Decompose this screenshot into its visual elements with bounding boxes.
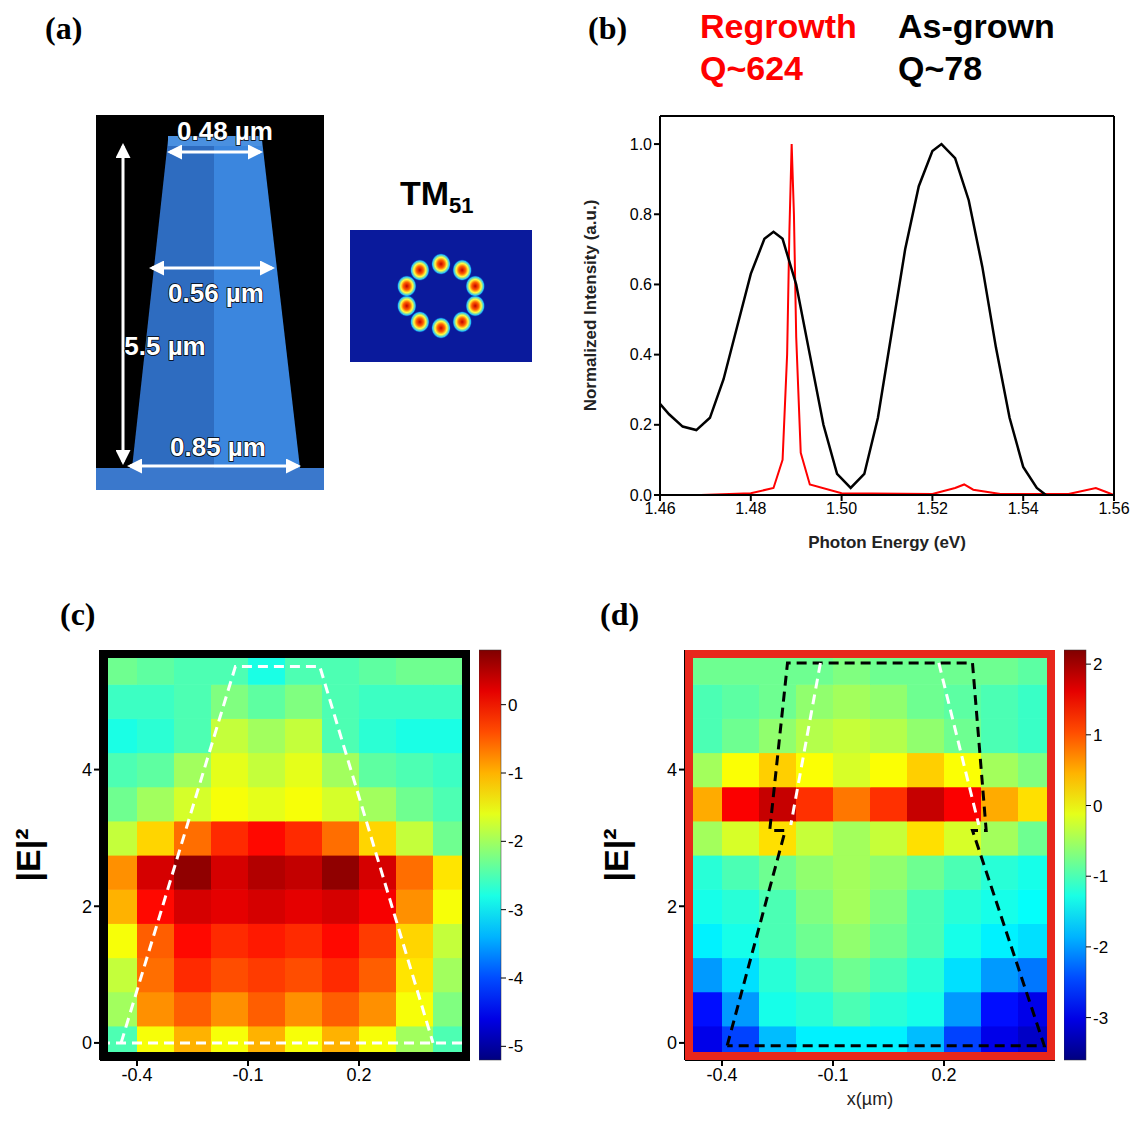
svg-text:-3: -3 (1093, 1009, 1108, 1028)
svg-text:0.4: 0.4 (630, 346, 652, 363)
svg-text:0.2: 0.2 (931, 1065, 956, 1085)
svg-text:0: 0 (1093, 797, 1102, 816)
svg-text:Photon Energy (eV): Photon Energy (eV) (808, 533, 966, 552)
svg-text:1.50: 1.50 (826, 500, 857, 517)
html-text:As-grown: As-grown (898, 7, 1055, 45)
svg-text:1.56: 1.56 (1098, 500, 1129, 517)
svg-text:1.0: 1.0 (630, 136, 652, 153)
svg-text:0.0: 0.0 (630, 487, 652, 504)
svg-text:2: 2 (82, 897, 92, 917)
svg-text:0.2: 0.2 (630, 416, 652, 433)
html-text:Q~624: Q~624 (700, 49, 803, 87)
svg-text:x(µm): x(µm) (847, 1089, 893, 1109)
svg-text:4: 4 (667, 760, 677, 780)
svg-text:1: 1 (1093, 726, 1102, 745)
svg-text:Normalized Intensity (a.u.): Normalized Intensity (a.u.) (581, 200, 600, 412)
svg-text:0.2: 0.2 (346, 1065, 371, 1085)
html-text:(c): (c) (60, 596, 96, 632)
svg-text:-2: -2 (508, 832, 523, 851)
html-text:Regrowth: Regrowth (700, 7, 857, 45)
svg-text:-0.1: -0.1 (817, 1065, 848, 1085)
html-text:(d): (d) (600, 596, 640, 632)
html-text:Q~78: Q~78 (898, 49, 983, 87)
svg-text:-2: -2 (1093, 938, 1108, 957)
svg-text:2: 2 (667, 897, 677, 917)
svg-text:TM51: TM51 (400, 174, 474, 218)
svg-text:-0.1: -0.1 (232, 1065, 263, 1085)
svg-text:0.8: 0.8 (630, 206, 652, 223)
svg-text:0.6: 0.6 (630, 276, 652, 293)
svg-text:1.46: 1.46 (644, 500, 676, 518)
svg-text:-0.4: -0.4 (706, 1065, 737, 1085)
svg-text:0.56 µm: 0.56 µm (168, 278, 264, 308)
svg-text:0.85 µm: 0.85 µm (170, 432, 266, 462)
svg-text:0: 0 (667, 1033, 677, 1053)
svg-text:4: 4 (82, 760, 92, 780)
svg-text:0: 0 (82, 1033, 92, 1053)
svg-text:-3: -3 (508, 901, 523, 920)
svg-text:-1: -1 (1093, 867, 1108, 886)
svg-text:|E|²: |E|² (597, 828, 635, 881)
svg-text:-0.4: -0.4 (121, 1065, 152, 1085)
html-text:(a): (a) (45, 10, 83, 46)
svg-text:|E|²: |E|² (9, 828, 47, 881)
svg-text:1.52: 1.52 (917, 500, 948, 517)
svg-text:-5: -5 (508, 1037, 523, 1056)
svg-text:0.48 µm: 0.48 µm (177, 116, 273, 146)
svg-text:1.48: 1.48 (735, 500, 766, 517)
svg-text:-4: -4 (508, 969, 523, 988)
html-text:(b): (b) (588, 10, 628, 46)
svg-text:1.54: 1.54 (1008, 500, 1039, 517)
svg-text:-1: -1 (508, 764, 523, 783)
svg-text:2: 2 (1093, 655, 1102, 674)
svg-text:5.5 µm: 5.5 µm (124, 331, 205, 361)
svg-text:0: 0 (508, 696, 517, 715)
